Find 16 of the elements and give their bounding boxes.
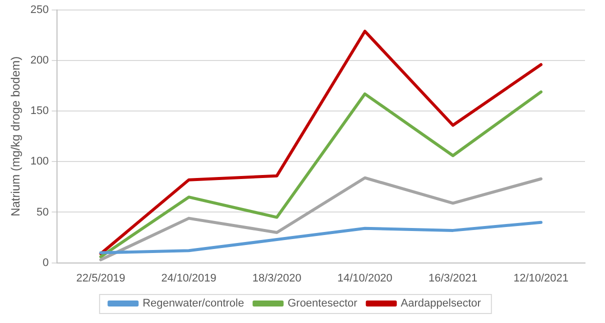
x-tick-label: 12/10/2021 <box>513 272 569 284</box>
y-tick-label: 50 <box>36 206 49 218</box>
y-tick-label: 200 <box>30 54 49 67</box>
y-tick-label: 100 <box>30 156 49 168</box>
y-tick-label: 0 <box>42 256 49 269</box>
x-tick-label: 24/10/2019 <box>161 272 216 284</box>
legend-label: Aardappelsector <box>400 298 482 310</box>
x-tick-label: 22/5/2019 <box>76 272 126 284</box>
legend-label: Groentesector <box>288 298 358 310</box>
y-tick-label: 250 <box>30 4 49 16</box>
legend-label: Regenwater/controle <box>142 298 244 310</box>
x-tick-label: 18/3/2020 <box>252 272 302 284</box>
y-tick-label: 150 <box>30 105 49 118</box>
x-tick-label: 14/10/2020 <box>337 272 392 284</box>
y-axis-title: Natrium (mg/kg droge bodem) <box>8 56 23 216</box>
x-tick-label: 16/3/2021 <box>428 272 478 284</box>
